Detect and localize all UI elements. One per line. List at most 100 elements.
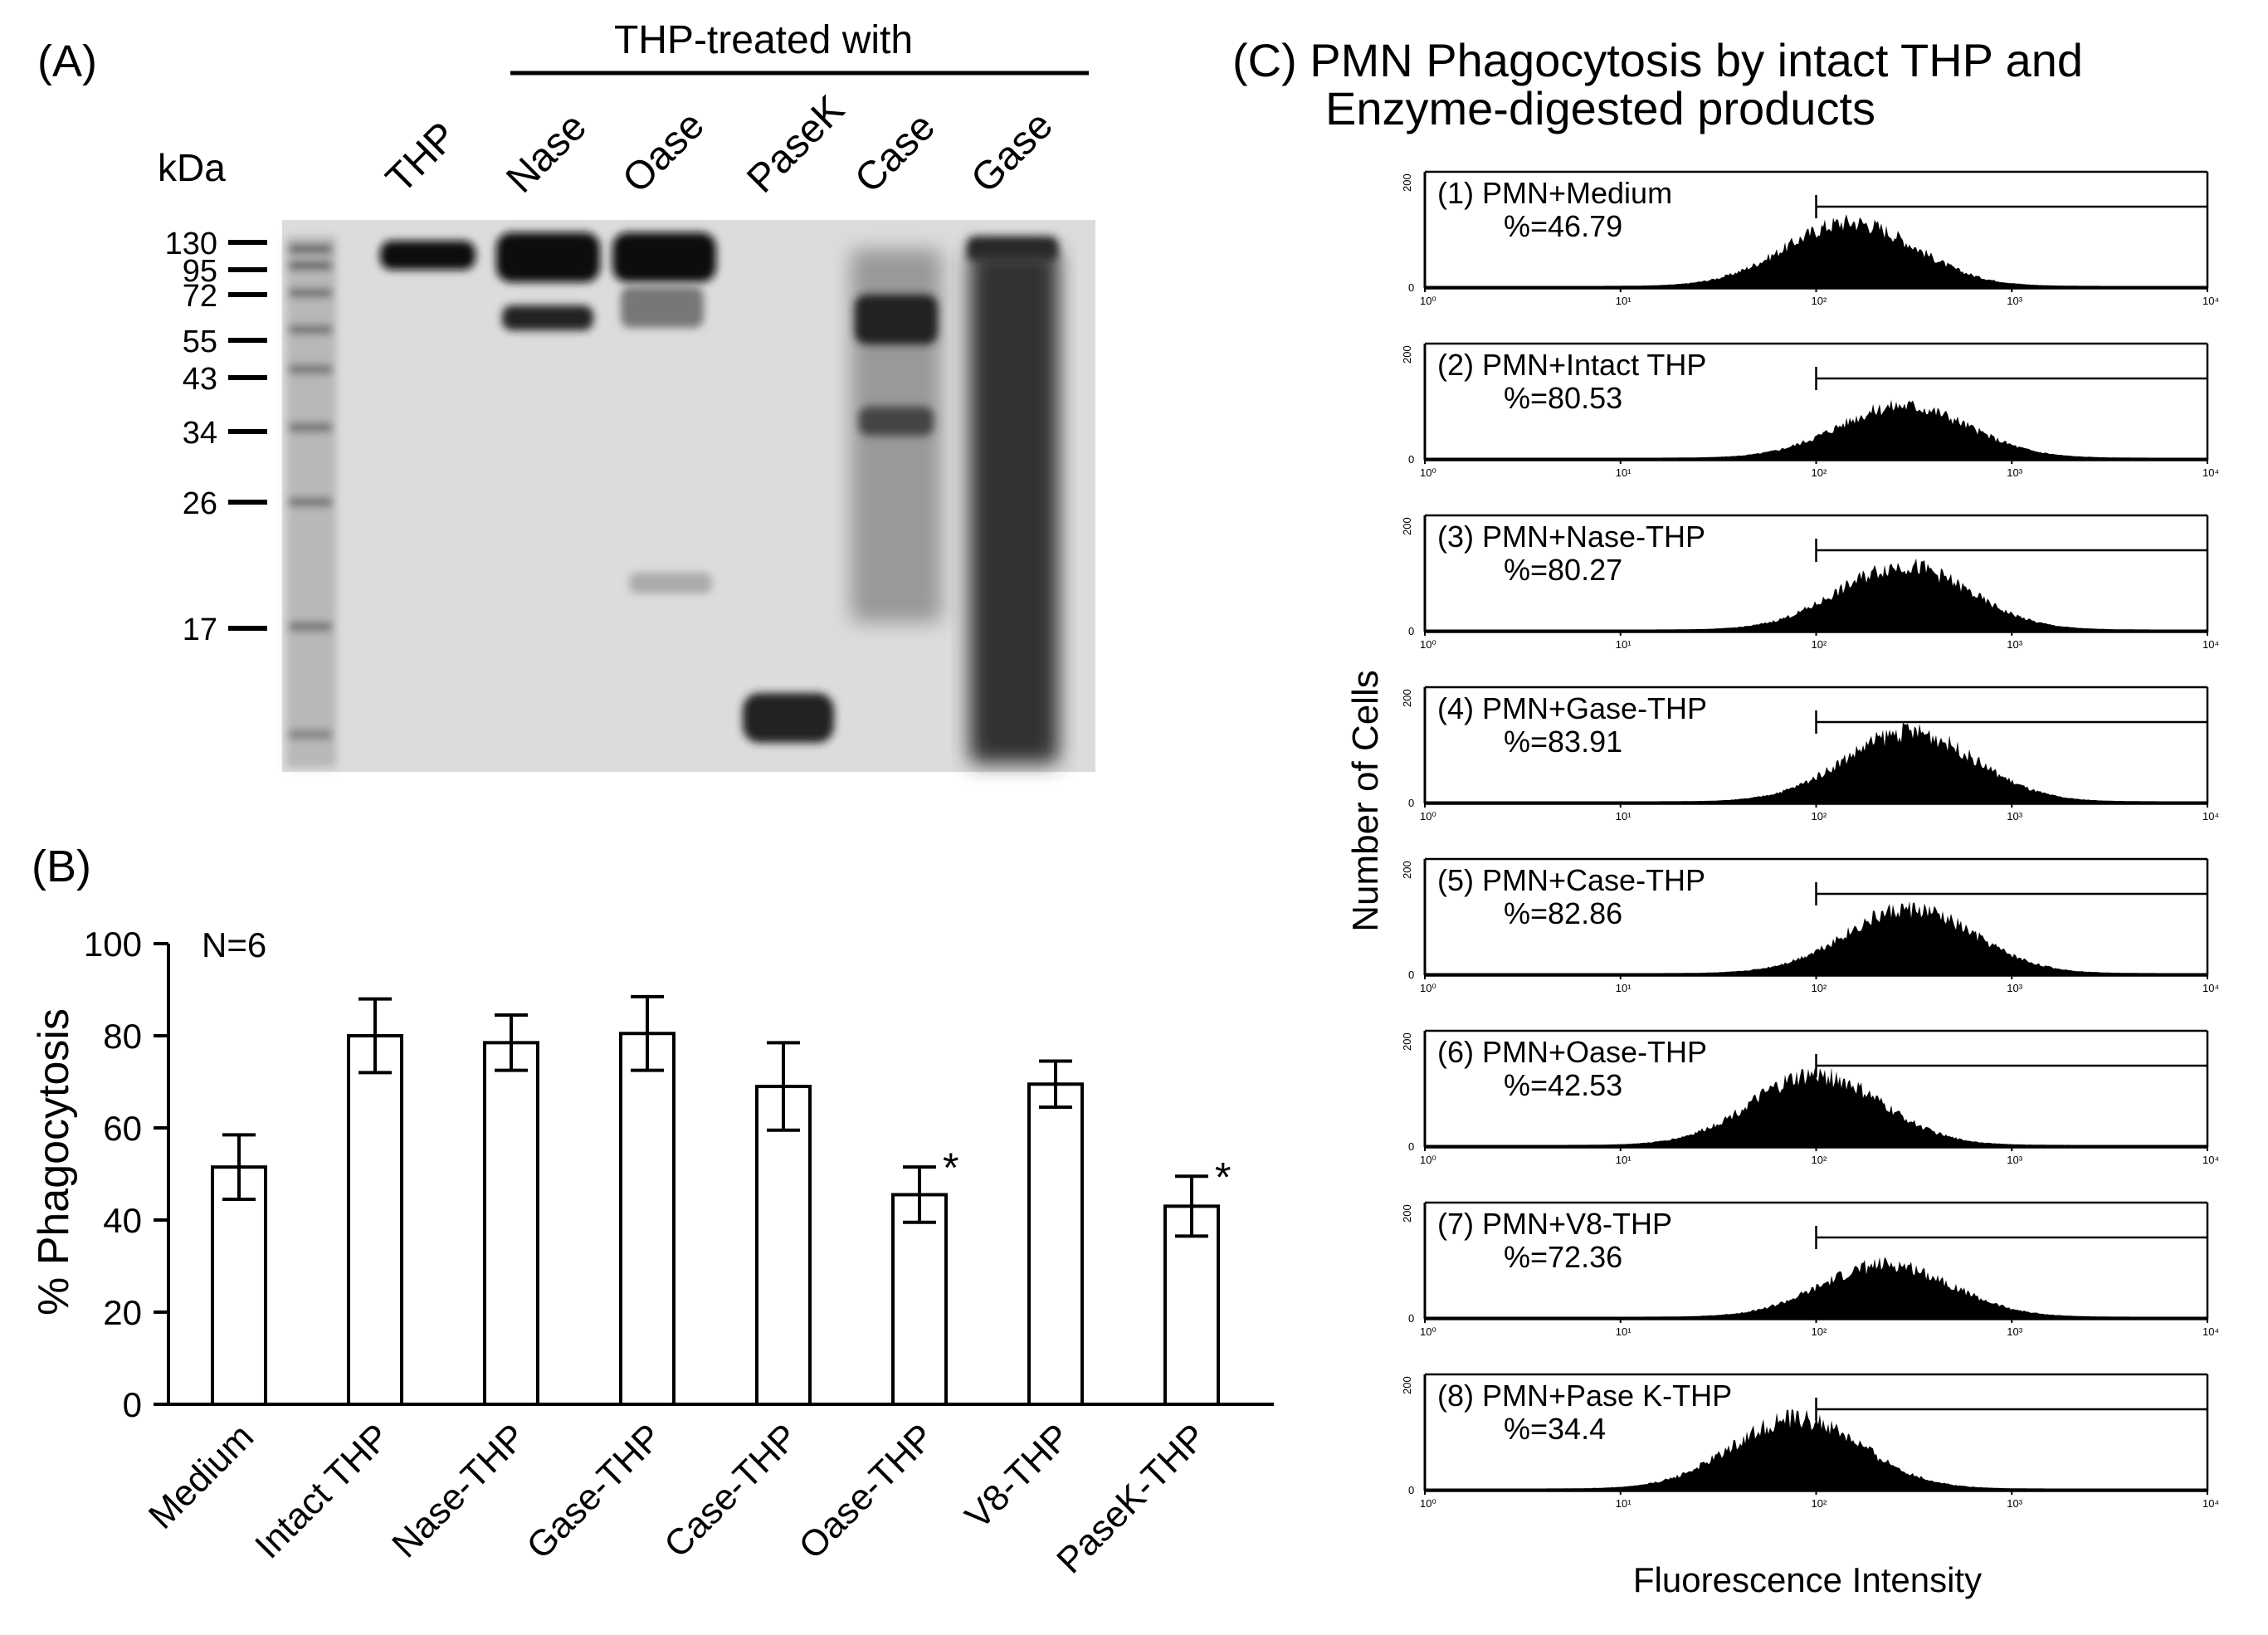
histogram-percent: %=80.53 xyxy=(1504,381,1622,415)
histogram-title: (4) PMN+Gase-THP xyxy=(1437,691,1707,725)
histogram-ytick-top: 200 xyxy=(1401,1376,1413,1394)
marker-95-label: 95 xyxy=(183,254,217,289)
histogram-distribution xyxy=(1425,722,2207,803)
histogram-distribution xyxy=(1425,558,2207,632)
histogram-title: (2) PMN+Intact THP xyxy=(1437,348,1706,382)
histogram-xtick-label: 10⁰ xyxy=(1420,1325,1436,1338)
lane-label-oase: Oase xyxy=(614,103,713,202)
histogram-distribution xyxy=(1425,1257,2207,1319)
histogram-xtick-label: 10⁴ xyxy=(2202,295,2219,307)
marker-26-label: 26 xyxy=(183,486,217,521)
histogram-xtick-label: 10³ xyxy=(2007,466,2022,479)
histogram-xtick-label: 10³ xyxy=(2007,295,2022,307)
band-oase-72 xyxy=(621,286,704,328)
histogram-xtick-label: 10⁰ xyxy=(1420,1497,1436,1510)
histogram-x-label: Fluorescence Intensity xyxy=(1633,1560,1982,1599)
histogram-ytick-top: 200 xyxy=(1401,861,1413,879)
marker-17-label: 17 xyxy=(183,613,217,647)
x-category-label: Medium xyxy=(141,1416,261,1536)
histogram-title: (5) PMN+Case-THP xyxy=(1437,863,1705,897)
histogram-distribution xyxy=(1425,399,2207,460)
histogram-xtick-label: 10³ xyxy=(2007,810,2022,822)
histogram-xtick-label: 10¹ xyxy=(1616,1154,1631,1166)
histogram-panel: 200 0 10⁰ 10¹ 10² 10³ 10⁴ (7) PMN+V8-THP%=72.36 xyxy=(1401,1201,2219,1338)
histogram-xtick-label: 10³ xyxy=(2007,982,2022,994)
histogram-y-label: Number of Cells xyxy=(1345,670,1386,931)
marker-130-label: 130 xyxy=(165,227,217,261)
bar xyxy=(619,1032,676,1406)
histogram-xtick-label: 10³ xyxy=(2007,638,2022,651)
histogram-xtick-label: 10³ xyxy=(2007,1154,2022,1166)
ladder-lane xyxy=(286,237,336,768)
histogram-xtick-label: 10⁰ xyxy=(1420,295,1436,307)
gel-header: THP-treated with xyxy=(614,18,913,62)
histogram-xtick-label: 10¹ xyxy=(1616,638,1631,651)
histogram-title: (8) PMN+Pase K-THP xyxy=(1437,1379,1732,1413)
histogram-xtick-label: 10⁴ xyxy=(2202,982,2219,994)
histogram-ytick-bottom: 0 xyxy=(1408,1484,1414,1496)
band-thp-130 xyxy=(380,241,476,270)
histogram-xtick-label: 10⁴ xyxy=(2202,638,2219,651)
histogram-xtick-label: 10⁴ xyxy=(2202,810,2219,822)
bar xyxy=(483,1041,539,1406)
histogram-xtick-label: 10⁴ xyxy=(2202,1325,2219,1338)
histogram-xtick-label: 10⁴ xyxy=(2202,466,2219,479)
marker-34-label: 34 xyxy=(183,416,217,451)
histogram-xtick-label: 10² xyxy=(1812,982,1827,994)
panel-a: (A) THP-treated with kDa THP Nase Oase Pase… xyxy=(37,18,1095,772)
histogram-title: (6) PMN+Oase-THP xyxy=(1437,1035,1707,1069)
band-nase-130 xyxy=(496,232,600,282)
histogram-xtick-label: 10¹ xyxy=(1616,982,1631,994)
sample-bands xyxy=(380,232,1059,764)
histogram-ytick-bottom: 0 xyxy=(1408,625,1414,637)
histogram-xtick-label: 10¹ xyxy=(1616,466,1631,479)
histogram-xtick-label: 10¹ xyxy=(1616,810,1631,822)
histogram-panels: 200 0 10⁰ 10¹ 10² 10³ 10⁴ (1) PMN+Medium%=46.79… xyxy=(1401,170,2219,1510)
histogram-panel: 200 0 10⁰ 10¹ 10² 10³ 10⁴ (8) PMN+Pase K-THP%=3… xyxy=(1401,1373,2219,1510)
x-category-label: Case-THP xyxy=(656,1416,806,1565)
histogram-ytick-top: 200 xyxy=(1401,345,1413,364)
significance-mark: * xyxy=(943,1144,958,1191)
histogram-title: (1) PMN+Medium xyxy=(1437,176,1672,210)
histogram-ytick-top: 200 xyxy=(1401,1204,1413,1223)
histogram-xtick-label: 10² xyxy=(1812,466,1827,479)
histogram-xtick-label: 10² xyxy=(1812,295,1827,307)
histogram-xtick-label: 10² xyxy=(1812,1154,1827,1166)
histogram-ytick-bottom: 0 xyxy=(1408,453,1414,466)
histogram-title: (7) PMN+V8-THP xyxy=(1437,1207,1672,1241)
lane-label-nase: Nase xyxy=(498,105,595,202)
histogram-ytick-bottom: 0 xyxy=(1408,969,1414,981)
histogram-xtick-label: 10⁴ xyxy=(2202,1154,2219,1166)
histogram-ytick-top: 200 xyxy=(1401,517,1413,535)
band-case-34 xyxy=(859,407,934,436)
histogram-distribution xyxy=(1425,1408,2207,1491)
x-category-label: Gase-THP xyxy=(519,1416,670,1567)
histogram-panel: 200 0 10⁰ 10¹ 10² 10³ 10⁴ (4) PMN+Gase-THP%=83.… xyxy=(1401,686,2219,822)
histogram-panel: 200 0 10⁰ 10¹ 10² 10³ 10⁴ (2) PMN+Intact THP%=8… xyxy=(1401,342,2219,479)
panel-b-label: (B) xyxy=(32,842,91,891)
marker-55-label: 55 xyxy=(183,325,217,359)
histogram-title: (3) PMN+Nase-THP xyxy=(1437,520,1705,554)
y-tick-label: 60 xyxy=(103,1109,142,1148)
band-nase-55 xyxy=(502,305,593,330)
x-category-label: Intact THP xyxy=(247,1416,398,1566)
histogram-ytick-bottom: 0 xyxy=(1408,1140,1414,1153)
n-label: N=6 xyxy=(202,925,266,964)
histogram-percent: %=42.53 xyxy=(1504,1068,1622,1102)
histogram-panel: 200 0 10⁰ 10¹ 10² 10³ 10⁴ (5) PMN+Case-THP%=82.… xyxy=(1401,857,2219,994)
bar xyxy=(1027,1082,1084,1407)
bar xyxy=(347,1034,403,1406)
y-tick-label: 0 xyxy=(123,1385,142,1424)
bar xyxy=(1163,1204,1220,1406)
y-tick-label: 80 xyxy=(103,1017,142,1056)
marker-43-label: 43 xyxy=(183,362,217,397)
y-tick-label: 40 xyxy=(103,1201,142,1240)
histogram-ytick-top: 200 xyxy=(1401,1032,1413,1051)
panel-b: (B) N=6 % Phagocytosis 0 20 40 60 80 100 Mediu… xyxy=(30,842,1274,1581)
histogram-xtick-label: 10² xyxy=(1812,638,1827,651)
histogram-percent: %=80.27 xyxy=(1504,553,1622,587)
